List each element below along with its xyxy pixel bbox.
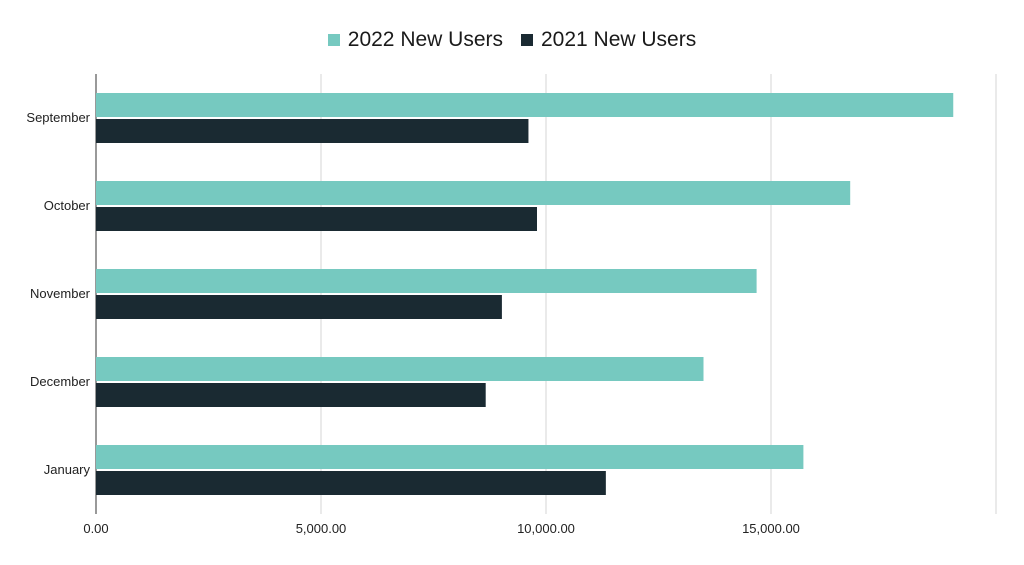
legend-label-2022: 2022 New Users	[347, 28, 503, 51]
bar-2021-november	[96, 295, 502, 319]
legend-item-2021: 2021 New Users	[521, 28, 696, 52]
x-tick-label-2: 10,000.00	[517, 521, 575, 536]
bar-2021-september	[96, 119, 529, 143]
category-label-2: November	[30, 286, 91, 301]
legend-item-2022: 2022 New Users	[327, 28, 503, 52]
category-label-1: October	[44, 198, 91, 213]
legend: 2022 New Users 2021 New Users	[0, 28, 1024, 52]
bar-2022-december	[96, 357, 704, 381]
bar-2022-september	[96, 93, 954, 117]
bar-2022-october	[96, 181, 851, 205]
x-tick-label-1: 5,000.00	[296, 521, 347, 536]
bar-2022-january	[96, 445, 804, 469]
bar-2022-november	[96, 269, 757, 293]
x-tick-label-0: 0.00	[83, 521, 108, 536]
legend-label-2021: 2021 New Users	[541, 28, 697, 51]
category-label-3: December	[30, 374, 91, 389]
legend-swatch-2021	[521, 34, 533, 46]
category-label-0: September	[26, 110, 90, 125]
legend-swatch-2022	[327, 34, 340, 46]
category-label-4: January	[44, 462, 91, 477]
x-tick-label-3: 15,000.00	[742, 521, 800, 536]
bar-2021-january	[96, 471, 606, 495]
bar-2021-december	[96, 383, 486, 407]
bar-2021-october	[96, 207, 537, 231]
